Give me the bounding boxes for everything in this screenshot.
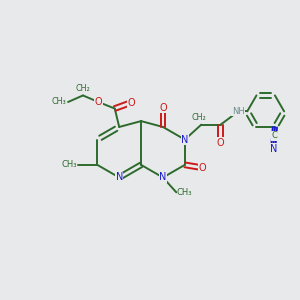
Text: O: O (94, 97, 102, 107)
Text: O: O (159, 103, 167, 112)
Text: N: N (270, 144, 277, 154)
Text: N: N (159, 172, 167, 182)
Text: CH₃: CH₃ (177, 188, 192, 197)
Text: N: N (116, 172, 123, 182)
Text: CH₂: CH₂ (191, 113, 206, 122)
Text: CH₃: CH₃ (61, 160, 76, 169)
Text: CH₂: CH₂ (76, 84, 90, 93)
Text: C: C (272, 131, 278, 140)
Text: O: O (217, 138, 224, 148)
Text: CH₃: CH₃ (52, 98, 67, 106)
Text: NH: NH (232, 107, 245, 116)
Text: O: O (127, 98, 135, 108)
Text: N: N (181, 135, 188, 145)
Text: O: O (199, 163, 206, 173)
